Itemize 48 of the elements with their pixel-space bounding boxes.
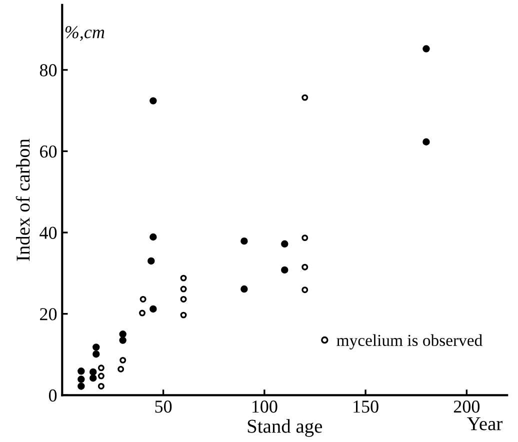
y-tick-label: 60 bbox=[40, 145, 57, 158]
point bbox=[119, 336, 126, 344]
point bbox=[281, 266, 288, 274]
point bbox=[148, 257, 155, 265]
y-tick-label: 0 bbox=[48, 389, 57, 402]
point bbox=[180, 312, 187, 318]
point bbox=[140, 296, 146, 302]
legend-label: mycelium is observed bbox=[336, 334, 482, 350]
point bbox=[302, 286, 308, 294]
point bbox=[240, 237, 248, 245]
point bbox=[89, 374, 97, 382]
point bbox=[139, 310, 146, 316]
point bbox=[240, 285, 248, 293]
y-tick-label: 80 bbox=[40, 64, 57, 76]
point bbox=[78, 376, 85, 383]
y-axis-title: Index of carbon bbox=[16, 138, 30, 261]
x-tick-label: 150 bbox=[354, 400, 378, 413]
point bbox=[98, 382, 104, 390]
point bbox=[150, 97, 157, 104]
point bbox=[281, 240, 288, 248]
point bbox=[89, 368, 97, 376]
point bbox=[98, 372, 104, 380]
point bbox=[180, 286, 187, 292]
y-tick-label: 40 bbox=[40, 226, 57, 239]
point bbox=[92, 350, 100, 358]
point bbox=[180, 296, 187, 302]
point bbox=[150, 233, 157, 241]
point bbox=[302, 264, 308, 270]
point bbox=[302, 234, 308, 242]
point bbox=[119, 330, 126, 338]
point bbox=[120, 356, 126, 364]
x-tick-label: 100 bbox=[252, 400, 278, 413]
x-tick-label: 50 bbox=[155, 400, 172, 413]
annotation: %,cm bbox=[65, 26, 104, 41]
y-tick-label: 20 bbox=[40, 308, 57, 320]
point bbox=[150, 305, 157, 313]
point bbox=[92, 344, 100, 351]
point bbox=[98, 364, 104, 372]
point bbox=[422, 138, 430, 146]
text: Year bbox=[467, 417, 502, 430]
point bbox=[422, 45, 430, 52]
x-tick-label: 200 bbox=[454, 400, 480, 413]
point bbox=[302, 94, 308, 101]
point bbox=[78, 382, 85, 390]
point bbox=[78, 368, 85, 375]
point bbox=[180, 274, 187, 282]
x-axis-title: Stand age bbox=[248, 419, 322, 437]
point bbox=[118, 366, 124, 372]
